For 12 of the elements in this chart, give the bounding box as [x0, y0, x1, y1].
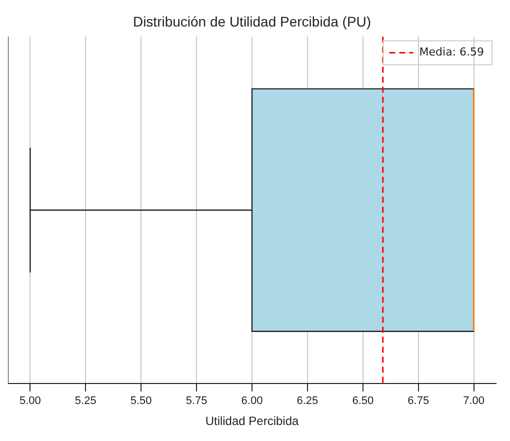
x-axis-title: Utilidad Percibida: [205, 414, 300, 428]
ref-line-label: Media: 6.59: [419, 46, 484, 59]
x-tick-label: 6.00: [241, 395, 263, 408]
x-tick-label: 5.75: [186, 395, 208, 408]
chart-title: Distribución de Utilidad Percibida (PU): [132, 13, 372, 30]
x-tick-label: 6.75: [408, 395, 430, 408]
x-tick-label: 5.00: [19, 395, 41, 408]
x-tick-label: 7.00: [463, 395, 485, 408]
x-tick-label: 6.50: [352, 395, 374, 408]
x-tick-label: 6.25: [296, 395, 318, 408]
x-tick-label: 5.50: [130, 395, 152, 408]
x-tick-label: 5.25: [74, 395, 96, 408]
